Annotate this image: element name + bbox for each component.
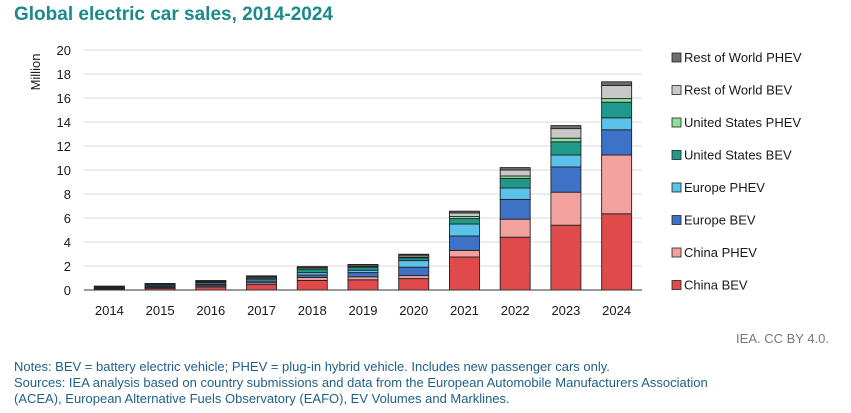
bar-segment xyxy=(499,177,531,189)
x-tick-label: 2018 xyxy=(298,303,327,318)
bar-segment xyxy=(601,154,633,215)
bar-segment xyxy=(296,279,328,291)
x-tick-label: 2017 xyxy=(247,303,276,318)
legend-label: Europe BEV xyxy=(684,213,756,228)
bar-segment xyxy=(499,236,531,291)
y-tick-label: 12 xyxy=(57,139,71,154)
bar-segment xyxy=(398,275,430,280)
x-tick-label: 2022 xyxy=(501,303,530,318)
legend-label: Rest of World BEV xyxy=(684,83,792,98)
bar-segment xyxy=(347,263,379,266)
bar-segment xyxy=(449,235,480,251)
y-tick-label: 10 xyxy=(57,163,71,178)
legend-label: United States BEV xyxy=(684,148,792,163)
bar-segment xyxy=(550,128,582,139)
bar-segment xyxy=(449,223,480,237)
bar-segment xyxy=(601,84,633,100)
bar-segment xyxy=(449,249,480,258)
x-tick-label: 2020 xyxy=(399,303,428,318)
bar-segment xyxy=(601,101,633,119)
bar-segment xyxy=(398,266,430,277)
x-tick-label: 2014 xyxy=(95,303,124,318)
bar-segment xyxy=(601,81,633,86)
y-tick-label: 0 xyxy=(64,283,71,298)
legend: Rest of World PHEV Rest of World BEV Unite… xyxy=(671,50,802,293)
bar-segment xyxy=(296,269,328,274)
legend-swatch xyxy=(671,52,682,63)
axes: 0 2 4 6 8 10 12 14 16 18 20 Million 2014 2015 2016 2017… xyxy=(28,43,642,318)
bar-segment xyxy=(398,260,430,268)
bar-segment xyxy=(296,266,328,268)
y-tick-label: 8 xyxy=(64,187,71,202)
bar-segment xyxy=(550,166,582,193)
y-tick-label: 20 xyxy=(57,43,71,58)
sources-line: Sources: IEA analysis based on country s… xyxy=(14,375,708,390)
bar-segment xyxy=(347,272,379,278)
y-tick-label: 18 xyxy=(57,67,71,82)
x-tick-label: 2023 xyxy=(551,303,580,318)
x-tick-label: 2021 xyxy=(450,303,479,318)
x-tick-label: 2015 xyxy=(146,303,175,318)
legend-swatch xyxy=(671,85,682,95)
chart-title: Global electric car sales, 2014-2024 xyxy=(14,4,333,25)
y-tick-label: 16 xyxy=(57,91,71,106)
bar-segment xyxy=(550,224,582,291)
bar-segment xyxy=(449,256,480,291)
notes-block: Notes: BEV = battery electric vehicle; P… xyxy=(14,359,844,407)
legend-swatch xyxy=(671,280,682,290)
legend-swatch xyxy=(671,215,682,225)
stacked-bar-chart: 0 2 4 6 8 10 12 14 16 18 20 Million 2014 2015 2016 2017… xyxy=(28,43,802,318)
bar-segment xyxy=(449,218,480,225)
legend-swatch xyxy=(671,150,682,160)
bar-segment xyxy=(347,279,379,291)
notes-line: Notes: BEV = battery electric vehicle; P… xyxy=(14,359,610,374)
x-tick-label: 2024 xyxy=(602,303,631,318)
y-tick-label: 4 xyxy=(64,235,71,250)
bar-segment xyxy=(246,284,277,291)
y-tick-label: 14 xyxy=(57,115,71,130)
legend-swatch xyxy=(671,182,682,193)
bar-segment xyxy=(398,278,430,291)
bar-segment xyxy=(499,198,531,220)
bar-segment xyxy=(449,212,480,218)
bar-segment xyxy=(347,266,379,271)
bar-segment xyxy=(499,187,531,200)
bar-segment xyxy=(550,154,582,168)
y-axis-label: Million xyxy=(28,54,43,91)
bars xyxy=(93,81,633,291)
sources-line-continued: (ACEA), European Alternative Fuels Obser… xyxy=(14,391,510,406)
bar-segment xyxy=(296,276,328,281)
x-tick-label: 2016 xyxy=(196,303,225,318)
y-tick-label: 2 xyxy=(64,259,71,274)
legend-swatch xyxy=(671,247,682,258)
legend-label: United States PHEV xyxy=(684,115,801,130)
bar-segment xyxy=(499,167,531,171)
legend-label: China BEV xyxy=(684,278,748,293)
legend-swatch xyxy=(671,117,682,128)
bar-segment xyxy=(550,137,582,143)
y-tick-label: 6 xyxy=(64,211,71,226)
bar-segment xyxy=(398,253,430,256)
bar-segment xyxy=(550,125,582,130)
bar-segment xyxy=(601,117,633,131)
bar-segment xyxy=(449,210,480,214)
bar-segment xyxy=(499,218,531,238)
bar-segment xyxy=(601,129,633,156)
legend-label: Rest of World PHEV xyxy=(684,50,802,65)
bar-segment xyxy=(601,98,633,103)
x-tick-label: 2019 xyxy=(349,303,378,318)
bar-segment xyxy=(499,169,531,177)
bar-segment xyxy=(601,213,633,291)
bar-segment xyxy=(550,141,582,156)
credit-text: IEA. CC BY 4.0. xyxy=(736,331,829,346)
bar-segment xyxy=(550,191,582,226)
legend-label: Europe PHEV xyxy=(684,180,765,195)
legend-label: China PHEV xyxy=(684,245,757,260)
